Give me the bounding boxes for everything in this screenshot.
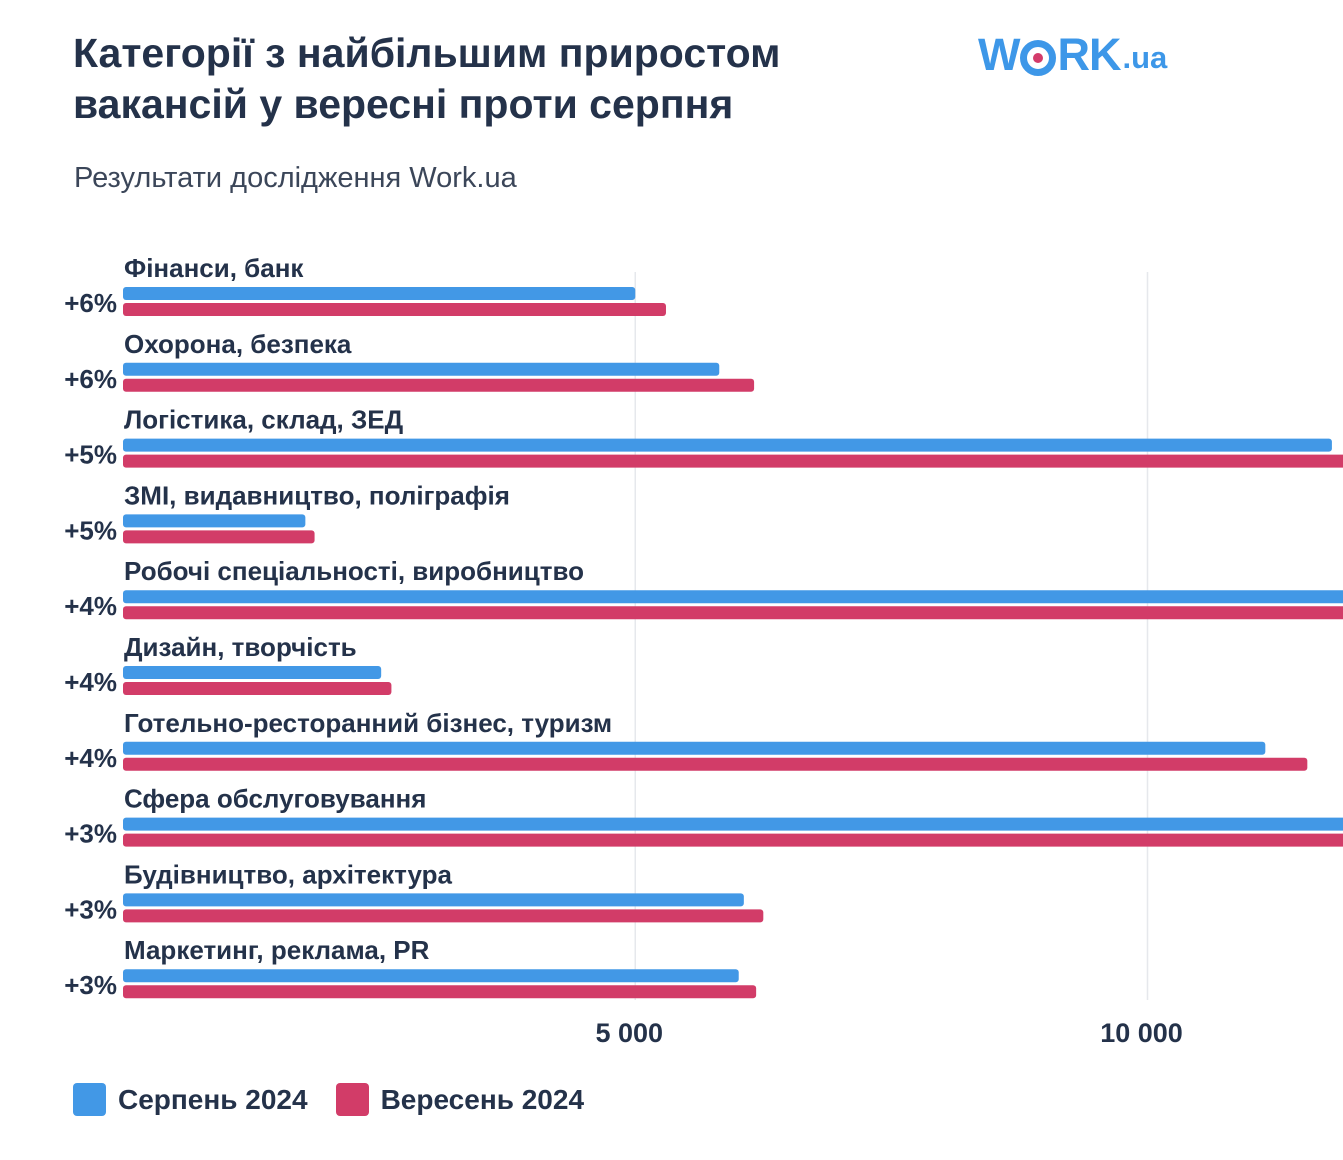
growth-label: +5%: [64, 515, 117, 545]
legend-item-september: Вересень 2024: [335, 1083, 585, 1116]
bar-august: [123, 590, 1343, 604]
growth-label: +4%: [64, 743, 117, 773]
legend-item-august: Серпень 2024: [73, 1083, 308, 1116]
growth-label: +4%: [64, 667, 117, 697]
chart-subtitle: Результати дослідження Work.ua: [74, 162, 517, 194]
legend: Серпень 2024 Вересень 2024: [73, 1083, 612, 1116]
category-label: Робочі спеціальності, виробництво: [124, 556, 584, 586]
bar-september: [123, 606, 1343, 620]
legend-swatch-september: [335, 1083, 369, 1116]
growth-label: +4%: [64, 591, 117, 621]
legend-label-august: Серпень 2024: [118, 1083, 308, 1115]
bar-september: [123, 833, 1343, 847]
category-label: Дизайн, творчість: [124, 632, 357, 662]
work-ua-logo: W RK .ua: [978, 30, 1167, 80]
growth-label: +6%: [64, 288, 117, 318]
category-label: Охорона, безпека: [124, 329, 352, 359]
bar-september: [123, 454, 1343, 468]
growth-label: +6%: [64, 364, 117, 394]
x-tick-label: 5 000: [595, 1018, 663, 1048]
bar-september: [123, 530, 315, 544]
bar-september: [123, 909, 764, 923]
bar-august: [123, 969, 739, 983]
bar-august: [123, 362, 720, 376]
category-label: Сфера обслуговування: [124, 784, 426, 814]
bar-september: [123, 682, 392, 695]
legend-swatch-august: [73, 1083, 106, 1116]
x-tick-label: 10 000: [1100, 1018, 1183, 1048]
legend-label-september: Вересень 2024: [380, 1083, 585, 1115]
logo-target-icon: [1020, 40, 1057, 76]
category-label: Фінанси, банк: [124, 253, 304, 283]
category-label: Логістика, склад, ЗЕД: [124, 405, 404, 435]
bar-august: [123, 666, 382, 679]
bar-august: [123, 287, 636, 300]
bar-september: [123, 985, 757, 999]
category-label: Готельно-ресторанний бізнес, туризм: [124, 708, 612, 738]
category-label: Маркетинг, реклама, PR: [124, 935, 430, 965]
logo-letter-w: W: [978, 29, 1020, 80]
category-label: Будівництво, архітектура: [124, 859, 453, 889]
growth-label: +3%: [64, 894, 117, 924]
bar-august: [123, 438, 1332, 452]
logo-tld: .ua: [1122, 40, 1168, 75]
bar-august: [123, 893, 744, 907]
growth-label: +5%: [64, 440, 117, 470]
growth-label: +3%: [64, 970, 117, 1000]
growth-label: +3%: [64, 819, 117, 849]
bar-august: [123, 514, 306, 528]
bar-september: [123, 303, 666, 316]
bar-september: [123, 378, 755, 392]
bar-august: [123, 817, 1343, 831]
category-label: ЗМІ, видавництво, поліграфія: [124, 480, 510, 510]
logo-letters-rk: RK: [1057, 29, 1121, 80]
chart-title: Категорії з найбільшим приростом вакансі…: [73, 30, 781, 127]
bar-september: [123, 757, 1308, 771]
bar-august: [123, 741, 1266, 755]
